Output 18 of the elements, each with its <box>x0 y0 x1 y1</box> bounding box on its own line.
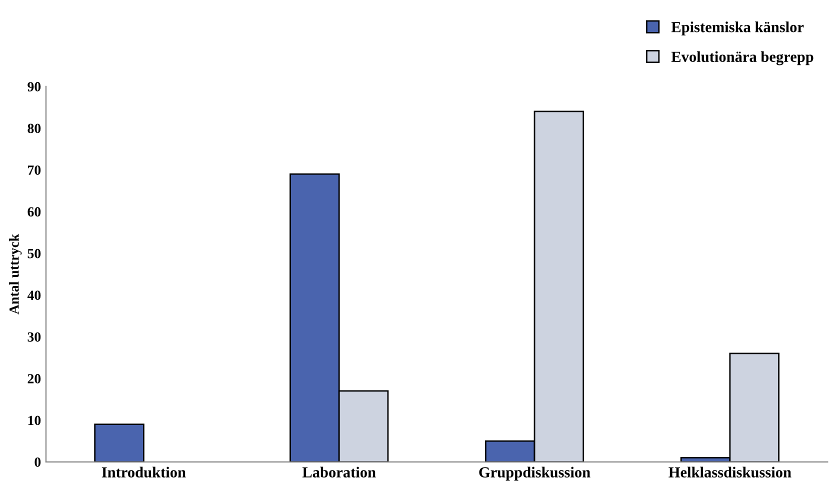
y-tick-label: 10 <box>28 416 41 426</box>
y-tick-label: 0 <box>34 457 41 467</box>
y-tick-label: 30 <box>28 332 41 342</box>
y-tick-label: 70 <box>28 165 41 175</box>
y-tick-label: 40 <box>27 290 41 300</box>
x-tick-label: Introduktion <box>102 466 186 478</box>
y-tick-label: 20 <box>28 374 41 384</box>
y-tick-label: 80 <box>28 124 41 134</box>
bar <box>94 424 144 462</box>
legend-label: Epistemiska känslor <box>671 22 804 36</box>
x-tick-label: Helklassdiskussion <box>668 466 792 478</box>
x-tick-label: Gruppdiskussion <box>479 466 590 481</box>
y-tick-label: 90 <box>28 82 41 92</box>
legend-label: Evolutionära begrepp <box>671 51 814 66</box>
y-tick-label: 60 <box>28 207 41 217</box>
x-tick-label: Laboration <box>302 466 376 478</box>
y-tick-label: 50 <box>28 248 41 258</box>
y-axis-title: Antal uttryck <box>9 234 22 314</box>
